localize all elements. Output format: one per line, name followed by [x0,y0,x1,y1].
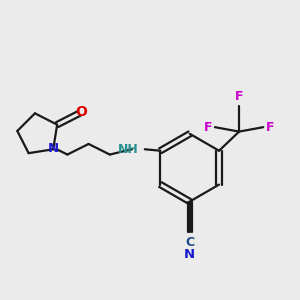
Text: NH: NH [118,143,138,156]
Text: O: O [76,105,88,119]
Text: N: N [184,248,195,261]
Text: N: N [48,142,59,155]
Text: F: F [235,90,243,103]
Text: F: F [266,121,275,134]
Text: F: F [203,121,212,134]
Text: C: C [185,236,194,249]
